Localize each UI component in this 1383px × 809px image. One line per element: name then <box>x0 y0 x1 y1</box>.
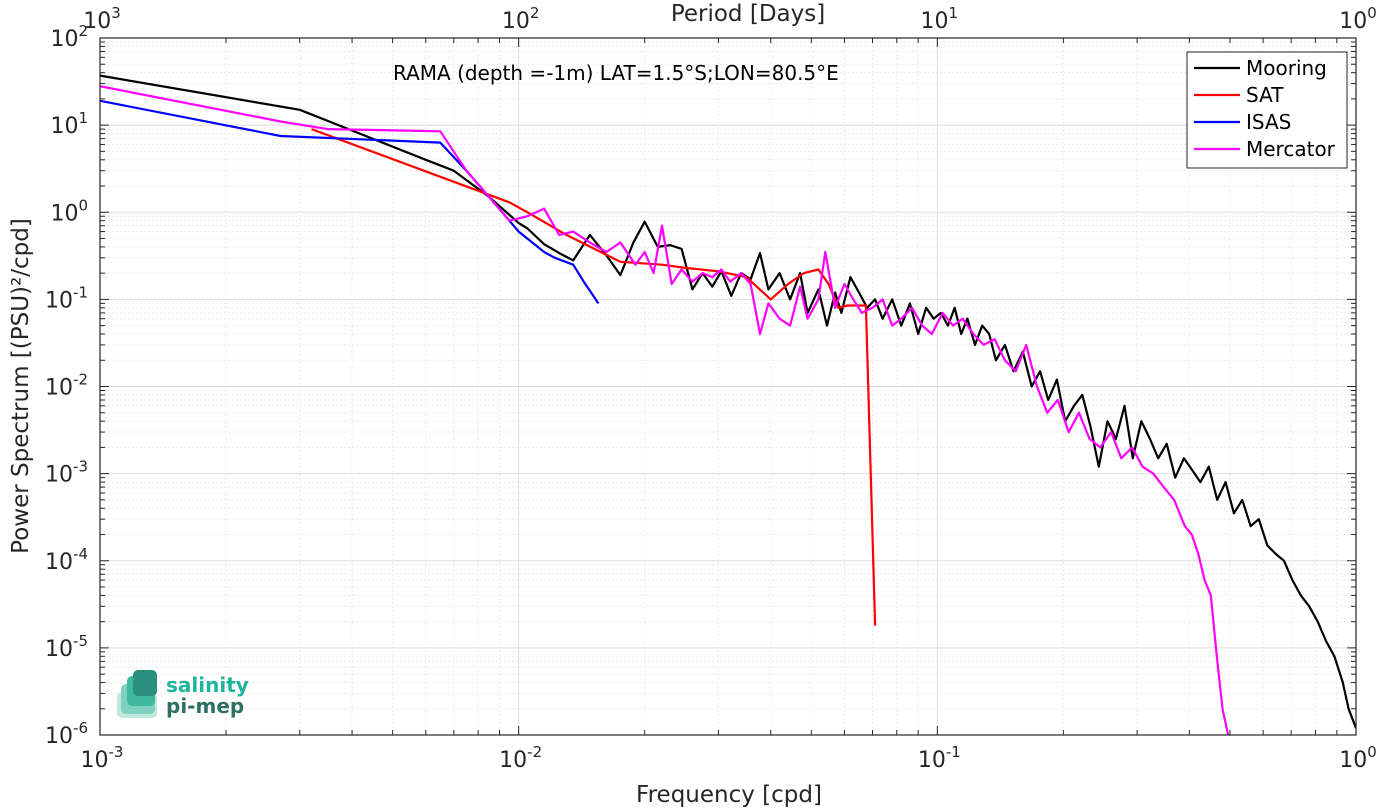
x-tick-label: 100 <box>1339 743 1377 773</box>
logo-text-pi-mep: pi-mep <box>166 694 244 718</box>
legend-label-isas: ISAS <box>1246 110 1291 134</box>
x-tick-label: 10-2 <box>499 743 542 773</box>
y-tick-label: 10-5 <box>45 632 88 662</box>
x-tick-label: 10-3 <box>81 743 124 773</box>
y-tick-label: 10-4 <box>45 545 88 575</box>
top-tick-label: 100 <box>1339 4 1377 34</box>
grid <box>100 38 1356 735</box>
series-group <box>100 74 1356 735</box>
y-tick-label: 102 <box>50 22 88 52</box>
legend-label-mooring: Mooring <box>1246 56 1327 80</box>
y-axis-title: Power Spectrum [(PSU)²/cpd] <box>8 218 34 554</box>
y-tick-label: 10-1 <box>45 283 88 313</box>
top-tick-label: 102 <box>502 4 540 34</box>
y-tick-label: 100 <box>50 196 88 226</box>
series-line-mercator <box>100 85 1230 735</box>
x-axis-title: Frequency [cpd] <box>636 782 822 808</box>
chart-annotation: RAMA (depth =-1m) LAT=1.5°S;LON=80.5°E <box>393 61 839 85</box>
y-tick-label: 10-2 <box>45 371 88 401</box>
y-tick-label: 10-6 <box>45 719 88 749</box>
logo-mark-icon <box>117 670 157 718</box>
tick-marks <box>99 37 1357 736</box>
y-tick-label: 101 <box>50 109 88 139</box>
series-line-sat <box>311 128 877 626</box>
y-tick-label: 10-3 <box>45 458 88 488</box>
logo-text-salinity: salinity <box>166 673 249 697</box>
series-line-isas <box>100 99 600 305</box>
legend-label-sat: SAT <box>1246 83 1284 107</box>
salinity-pi-mep-logo: salinity pi-mep <box>117 670 249 718</box>
top-axis-title: Period [Days] <box>671 1 825 27</box>
legend-label-mercator: Mercator <box>1246 137 1336 161</box>
legend: Mooring SAT ISAS Mercator <box>1186 51 1348 169</box>
top-tick-label: 103 <box>83 4 121 34</box>
x-tick-label: 10-1 <box>918 743 961 773</box>
top-tick-label: 101 <box>921 4 959 34</box>
